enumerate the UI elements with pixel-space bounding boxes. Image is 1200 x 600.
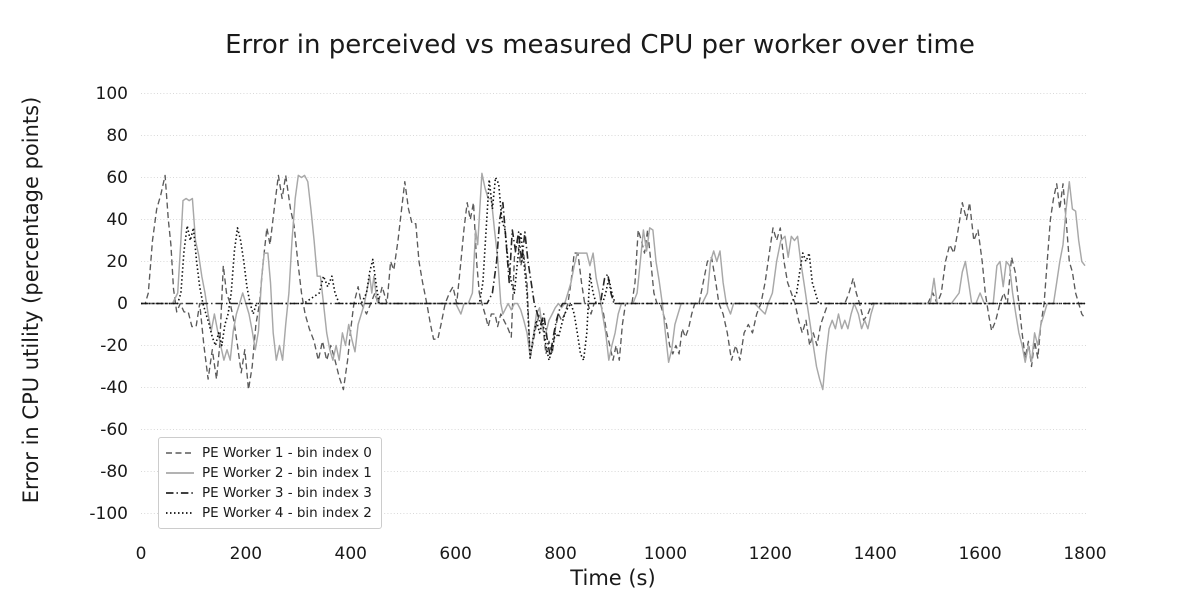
series-line-4 [141,176,1085,362]
legend-item-worker-4: PE Worker 4 - bin index 2 [165,503,373,523]
x-tick-label: 1000 [643,544,688,564]
series-line-2 [141,172,1086,391]
y-tick-label: 100 [95,83,128,104]
y-tick-label: -20 [100,335,128,356]
y-tick-label: -60 [100,419,128,440]
x-tick-label: 1800 [1063,544,1107,564]
legend: PE Worker 1 - bin index 0 PE Worker 2 - … [158,437,382,529]
dashdot-line-icon [166,492,194,494]
y-tick-label: 80 [106,125,128,146]
x-tick-label: 1200 [748,544,792,564]
solid-line-icon [166,472,194,474]
legend-item-worker-2: PE Worker 2 - bin index 1 [165,463,373,483]
x-tick-label: 0 [135,544,147,564]
x-tick-label: 400 [334,544,367,564]
x-tick-label: 600 [439,544,472,564]
y-tick-label: -80 [100,461,128,482]
legend-item-worker-1: PE Worker 1 - bin index 0 [165,443,373,463]
y-tick-label: -100 [89,503,128,524]
y-tick-label: 0 [117,293,128,314]
legend-label: PE Worker 1 - bin index 0 [202,445,372,461]
legend-label: PE Worker 2 - bin index 1 [202,465,372,481]
y-tick-label: -40 [100,377,128,398]
y-tick-label: 20 [106,251,128,272]
chart-title: Error in perceived vs measured CPU per w… [225,30,975,60]
y-tick-label: 40 [106,209,128,230]
dashed-line-icon [166,452,194,454]
dotted-line-icon [166,512,194,514]
x-tick-label: 800 [544,544,577,564]
x-tick-label: 1400 [853,544,897,564]
legend-label: PE Worker 3 - bin index 3 [202,485,372,501]
series-lines [141,172,1086,391]
x-axis-label: Time (s) [570,566,656,590]
x-tick-label: 200 [229,544,263,564]
legend-label: PE Worker 4 - bin index 2 [202,505,372,521]
legend-item-worker-3: PE Worker 3 - bin index 3 [165,483,373,503]
y-tick-label: 60 [106,167,128,188]
x-tick-label: 1600 [958,544,1002,564]
series-line-1 [141,174,1086,391]
